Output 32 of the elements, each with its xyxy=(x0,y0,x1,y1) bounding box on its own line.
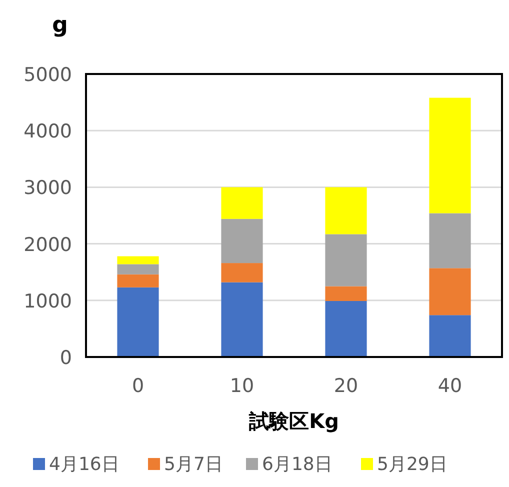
y-tick-label: 4000 xyxy=(24,120,72,143)
bar xyxy=(429,268,471,316)
bar xyxy=(429,98,471,214)
legend-label: 5月7日 xyxy=(164,454,223,475)
bar xyxy=(429,213,471,268)
bar xyxy=(117,264,159,274)
bar xyxy=(117,274,159,288)
y-axis-title: g xyxy=(52,13,68,38)
legend-label: 6月18日 xyxy=(262,454,332,475)
y-tick-label: 3000 xyxy=(24,177,72,200)
bar xyxy=(221,263,263,282)
x-tick-label: 20 xyxy=(334,375,358,397)
bar xyxy=(429,315,471,357)
bar xyxy=(117,256,159,264)
legend-label: 4月16日 xyxy=(49,454,120,475)
bar xyxy=(221,282,263,357)
x-tick-label: 0 xyxy=(132,375,144,397)
bar xyxy=(221,218,263,264)
y-tick-label: 1000 xyxy=(24,290,72,312)
x-tick-label: 10 xyxy=(230,375,254,397)
x-axis-title: 試験区Kg xyxy=(248,409,339,433)
bar xyxy=(325,300,367,357)
bar xyxy=(325,286,367,301)
bar xyxy=(325,234,367,286)
legend-label: 5月29日 xyxy=(377,454,448,475)
bar xyxy=(325,187,367,234)
y-tick-label: 2000 xyxy=(24,234,72,256)
bar xyxy=(221,187,263,219)
y-tick-label: 0 xyxy=(60,347,72,369)
bar xyxy=(117,287,159,357)
x-tick-label: 40 xyxy=(438,375,462,397)
y-tick-label: 5000 xyxy=(24,64,72,86)
